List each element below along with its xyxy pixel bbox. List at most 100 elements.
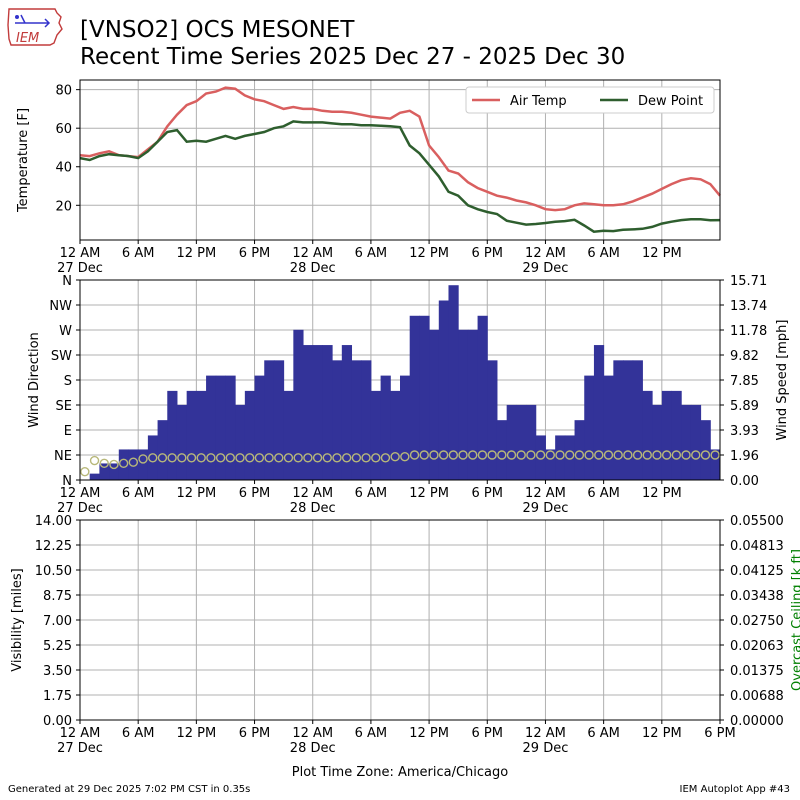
wind-speed-bar (390, 390, 401, 480)
wind-direction-marker (167, 453, 177, 463)
plot-frame (79, 79, 721, 241)
wind-speed-bar (593, 345, 605, 480)
y-tick-label: 20 (55, 199, 72, 214)
speed-tick-label: 9.82 (730, 349, 759, 364)
x-day-label: 28 Dec (290, 261, 336, 276)
wind-speed-bar (254, 375, 265, 480)
wind-direction-marker (603, 450, 614, 460)
wind-direction-marker (400, 451, 410, 462)
visibility-tick-label: 7.00 (43, 614, 72, 629)
speed-tick-label: 13.74 (730, 299, 767, 314)
wind-speed-bar (584, 375, 595, 480)
x-tick-label: 6 AM (355, 246, 388, 261)
x-tick-label: 12 PM (642, 246, 682, 261)
visibility-tick-label: 14.00 (35, 514, 72, 529)
x-tick-label: 12 AM (292, 486, 333, 501)
wind-direction-marker (584, 450, 594, 460)
x-tick-label: 6 PM (239, 486, 270, 501)
wind-direction-marker (80, 466, 90, 477)
wind-speed-bar (283, 390, 294, 480)
wind-direction-marker (574, 450, 585, 460)
x-tick-label: 12 AM (60, 486, 101, 501)
wind-direction-marker (312, 453, 323, 463)
wind-speed-bar (545, 449, 556, 480)
wind-direction-marker (671, 450, 682, 460)
x-tick-label: 6 PM (239, 246, 270, 261)
wind-speed-bar (118, 449, 129, 480)
wind-direction-marker (555, 450, 565, 460)
wind-direction-marker (341, 453, 352, 463)
x-tick-label: 12 PM (409, 486, 449, 501)
wind-direction-marker (448, 450, 459, 460)
wind-direction-marker (361, 453, 371, 463)
wind-direction-marker (235, 453, 245, 463)
wind-speed-bar (458, 329, 469, 480)
series-line-dew-point (79, 120, 721, 233)
wind-speed-bar (361, 360, 372, 480)
wind-direction-marker (186, 453, 197, 463)
direction-tick-label: N (62, 274, 72, 289)
wind-speed-bar (147, 435, 159, 480)
x-tick-label: 12 PM (642, 726, 682, 741)
plot-frame (79, 279, 721, 481)
x-tick-label: 6 AM (355, 726, 388, 741)
wind-direction-marker (293, 453, 303, 463)
speed-tick-label: 11.78 (730, 324, 767, 339)
wind-direction-marker (215, 453, 226, 463)
direction-tick-label: NE (54, 449, 72, 464)
x-tick-label: 6 PM (472, 726, 503, 741)
wind-direction-marker (468, 450, 478, 460)
wind-speed-bar (380, 375, 391, 480)
wind-direction-marker (206, 453, 216, 463)
wind-speed-bar (312, 345, 323, 480)
wind-speed-bar (555, 435, 566, 480)
wind-speed-bar (109, 463, 120, 480)
visibility-tick-label: 3.50 (43, 664, 72, 679)
wind-direction-marker (177, 453, 187, 463)
visibility-tick-label: 10.50 (35, 564, 72, 579)
wind-speed-bar (176, 404, 188, 480)
x-day-label: 28 Dec (290, 741, 336, 756)
chart-title-range: Recent Time Series 2025 Dec 27 - 2025 De… (80, 44, 626, 70)
wind-direction-marker (506, 450, 517, 460)
visibility-tick-label: 8.75 (43, 589, 72, 604)
wind-direction-marker (390, 451, 400, 462)
wind-speed-bar (690, 404, 702, 480)
wind-direction-marker (303, 453, 313, 463)
x-tick-label: 12 PM (409, 726, 449, 741)
wind-direction-marker (642, 450, 652, 460)
visibility-tick-label: 0.00 (43, 714, 72, 729)
x-day-label: 28 Dec (290, 501, 336, 516)
wind-direction-marker (623, 450, 633, 460)
wind-direction-marker (594, 450, 604, 460)
x-tick-label: 6 PM (472, 486, 503, 501)
wind-direction-marker (274, 453, 284, 463)
logo-text: IEM (16, 31, 39, 46)
direction-tick-label: W (59, 324, 72, 339)
wind-speed-bar (89, 473, 100, 480)
wind-speed-bar (128, 449, 139, 480)
direction-tick-label: NW (49, 299, 72, 314)
legend-box (465, 86, 715, 114)
wind-speed-bar (206, 375, 217, 480)
wind-speed-bar (167, 390, 178, 480)
visibility-tick-label: 5.25 (43, 639, 72, 654)
wind-direction-marker (652, 450, 662, 460)
x-tick-label: 6 AM (122, 246, 155, 261)
wind-direction-marker (371, 453, 381, 463)
x-tick-label: 12 AM (525, 246, 566, 261)
y-tick-label: 80 (55, 84, 72, 99)
wind-speed-bar (332, 360, 343, 480)
wind-speed-bar (448, 285, 459, 480)
wind-speed-bar (235, 404, 246, 480)
x-tick-label: 12 AM (60, 246, 101, 261)
direction-tick-label: E (64, 424, 72, 439)
wind-speed-bar (244, 390, 256, 480)
wind-speed-bar (623, 360, 634, 480)
legend-label: Air Temp (510, 94, 567, 109)
y-axis-label: Visibility [miles] (10, 568, 25, 671)
wind-direction-marker (477, 450, 488, 460)
visibility-tick-label: 1.75 (43, 689, 72, 704)
x-tick-label: 6 AM (122, 486, 155, 501)
wind-direction-marker (128, 457, 139, 467)
